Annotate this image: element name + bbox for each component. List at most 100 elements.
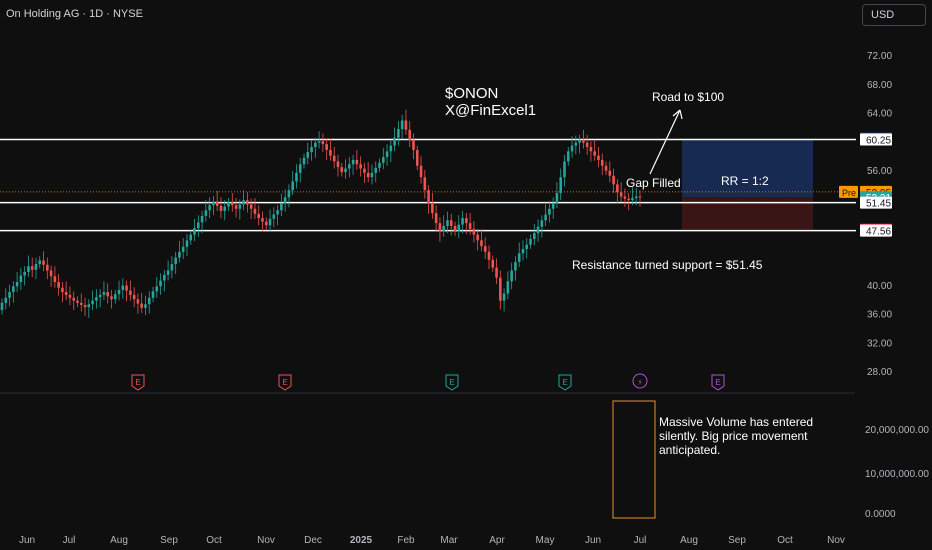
candle: [529, 234, 532, 249]
volume-box: [612, 400, 656, 519]
candle-body: [30, 266, 34, 270]
candle: [597, 147, 600, 168]
candle: [291, 170, 294, 196]
candle-body: [197, 222, 200, 229]
price-label-bg: [860, 196, 892, 209]
price-axis[interactable]: 72.00 68.00 64.00 56.00 40.00 36.00 32.00 28.00: [867, 51, 892, 378]
time-tick: Jun: [585, 535, 601, 546]
candle: [132, 287, 136, 308]
candle-body: [23, 271, 26, 276]
candle-body: [465, 218, 468, 224]
candle: [200, 210, 204, 234]
candle-body: [53, 276, 57, 283]
candle-body: [408, 129, 412, 140]
candle-body: [125, 285, 128, 291]
candle-body: [113, 294, 117, 300]
candle-body: [544, 214, 547, 221]
price-label-bg: [860, 133, 892, 146]
price-tick: 28.00: [867, 367, 892, 378]
candle: [453, 221, 457, 237]
candle: [302, 153, 306, 169]
volume-tick: 20,000,000.00: [865, 425, 929, 436]
candle: [102, 281, 106, 300]
candle-body: [348, 164, 351, 169]
candle-body: [536, 226, 540, 234]
candle-body: [389, 145, 393, 152]
time-tick: Oct: [206, 535, 222, 546]
candle-body: [91, 300, 94, 305]
candle-body: [472, 228, 476, 235]
candle: [506, 271, 510, 300]
candle: [616, 179, 619, 204]
price-tick: 32.00: [867, 338, 892, 349]
candle: [276, 205, 279, 226]
candle-body: [325, 144, 328, 150]
candle: [427, 185, 430, 214]
candle-body: [64, 292, 68, 295]
candle-body: [476, 234, 479, 241]
candle: [34, 257, 38, 280]
candle-body: [415, 149, 419, 166]
price-axis-labels: 60.3560.2552.95Pre52.2151.4751.4547.6747…: [839, 132, 892, 238]
candle: [340, 162, 344, 177]
candle: [42, 251, 45, 272]
earnings-icon: [131, 374, 145, 391]
candle-body: [170, 264, 174, 271]
candle: [355, 149, 359, 170]
candle-body: [317, 141, 321, 143]
price-label-text: 51.45: [866, 199, 891, 210]
candle: [536, 219, 540, 242]
candle-body: [593, 151, 596, 156]
price-tick: 72.00: [867, 51, 892, 62]
candle: [332, 147, 336, 169]
candle: [412, 133, 415, 160]
candle: [261, 211, 264, 232]
candle-body: [427, 190, 430, 204]
candle: [521, 240, 525, 261]
candle: [344, 159, 347, 179]
candle: [46, 257, 49, 280]
candle: [189, 230, 193, 245]
earnings-markers[interactable]: E E E E ⚡ E: [131, 373, 725, 391]
candle-body: [600, 159, 604, 166]
earnings-marker-0: E: [131, 374, 145, 391]
candle-body: [144, 304, 147, 308]
symbol-title: On Holding AG · 1D · NYSE: [6, 8, 143, 20]
candle-body: [555, 192, 559, 204]
time-axis[interactable]: Jun Jul Aug Sep Oct Nov Dec 2025 Feb Mar Apr May Jun…: [19, 535, 845, 546]
candle: [61, 282, 64, 303]
candle-body: [570, 145, 574, 152]
candle: [566, 147, 570, 166]
time-tick: 2025: [350, 535, 373, 546]
candle: [30, 257, 34, 277]
candle: [480, 229, 483, 252]
road-arrow-head: [672, 109, 683, 120]
candle: [212, 195, 215, 216]
currency-button[interactable]: USD: [862, 4, 926, 26]
candle-body: [457, 224, 461, 232]
candle: [68, 286, 72, 305]
candle: [155, 276, 159, 298]
candle: [321, 133, 325, 153]
earnings-icon: [445, 374, 459, 391]
candle-body: [174, 257, 177, 265]
time-tick: Oct: [777, 535, 793, 546]
candle: [185, 233, 189, 257]
candle: [219, 197, 223, 219]
candle-body: [230, 202, 234, 206]
candle-body: [355, 159, 359, 165]
gap-annotation: Gap Filled: [626, 176, 681, 190]
time-tick: Jul: [634, 535, 647, 546]
handle-annotation: X@FinExcel1: [445, 102, 536, 119]
candle-body: [438, 223, 442, 232]
candle-body: [268, 218, 272, 226]
volume-tick: 10,000,000.00: [865, 469, 929, 480]
earnings-marker-label: E: [449, 378, 454, 387]
candle: [631, 187, 634, 206]
candle: [295, 164, 298, 189]
candle: [449, 213, 453, 236]
candle-body: [616, 184, 619, 193]
volume-note-line: anticipated.: [659, 443, 720, 457]
candle: [246, 192, 249, 213]
